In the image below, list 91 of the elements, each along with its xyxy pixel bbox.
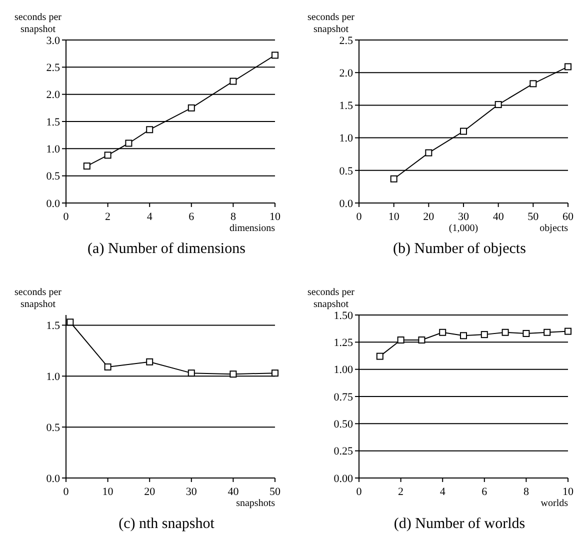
point — [425, 149, 432, 156]
x-tick-label: 4 — [146, 211, 153, 223]
x-axis-title: snapshots — [236, 498, 276, 509]
y-tick-label: 0.0 — [46, 472, 60, 485]
point — [230, 370, 237, 378]
point — [104, 363, 112, 370]
point — [397, 336, 404, 344]
point — [272, 52, 278, 59]
point — [502, 328, 509, 336]
point — [564, 63, 572, 70]
x-tick-label: 10 — [562, 486, 574, 498]
y-axis-title: seconds per snapshot — [308, 287, 356, 310]
y-tick-label: 1.50 — [334, 310, 354, 322]
x-tick-label: 8 — [230, 211, 236, 223]
point — [418, 336, 426, 344]
x-tick-label: 40 — [492, 211, 504, 223]
y-tick-label: 0.0 — [46, 198, 60, 210]
y-tick-label: 0.5 — [46, 422, 60, 434]
x-tick-label: 10 — [102, 486, 114, 498]
y-tick-label: 1.0 — [46, 370, 60, 383]
text: (1,000) — [448, 223, 478, 234]
point — [544, 328, 551, 336]
x-tick-label: 0 — [63, 486, 70, 498]
x-tick-label: 10 — [388, 211, 400, 223]
y-tick-label: 1.0 — [339, 132, 354, 145]
x-tick-label: 10 — [270, 211, 281, 223]
point — [376, 352, 384, 360]
y-tick-label: 0.50 — [334, 418, 354, 431]
y-tick-label: 3.0 — [46, 34, 60, 47]
y-tick-label: 0.00 — [334, 472, 354, 485]
point — [522, 330, 530, 337]
y-tick-label: 0.5 — [339, 165, 354, 178]
point — [66, 318, 74, 326]
y-axis-title: seconds per snapshot — [14, 12, 62, 35]
x-tick-label: 0 — [63, 211, 70, 223]
x-tick-label: 50 — [270, 486, 281, 498]
x-tick-label: 0 — [356, 486, 362, 498]
x-axis-title: dimensions — [229, 223, 276, 234]
y-tick-label: 2.0 — [46, 89, 60, 102]
point — [146, 358, 154, 366]
y-tick-label: 1.5 — [46, 320, 60, 332]
point — [564, 328, 572, 335]
y-axis-title: seconds per snapshot — [14, 287, 62, 310]
x-axis-title: objects — [540, 223, 568, 234]
y-tick-label: 0.25 — [334, 446, 354, 458]
y-tick-label: 0.75 — [334, 391, 354, 404]
x-tick-label: 2 — [398, 486, 404, 498]
point — [230, 78, 237, 85]
x-tick-label: 4 — [440, 486, 446, 498]
y-axis-title: seconds per snapshot — [308, 12, 356, 35]
point — [125, 140, 132, 147]
point — [104, 152, 112, 159]
point — [530, 80, 537, 88]
point — [460, 332, 467, 340]
y-tick-label: 1.0 — [46, 144, 60, 156]
x-axis-title: worlds — [540, 498, 568, 509]
point — [480, 331, 488, 338]
point — [83, 162, 90, 170]
point — [494, 101, 502, 108]
y-tick-label: 2.5 — [339, 34, 354, 47]
point — [390, 175, 398, 182]
x-tick-label: 40 — [228, 486, 240, 498]
y-tick-label: 1.00 — [334, 364, 354, 376]
x-tick-label: 20 — [423, 211, 435, 223]
y-tick-label: 1.25 — [334, 337, 354, 350]
x-tick-label: 0 — [356, 211, 362, 223]
point — [188, 104, 195, 112]
x-tick-label: 2 — [105, 211, 111, 223]
text: (d) Number of worlds — [394, 516, 526, 532]
point — [146, 126, 154, 134]
y-tick-label: 1.5 — [46, 116, 60, 128]
x-tick-label: 60 — [562, 211, 574, 223]
y-tick-label: 2.0 — [339, 67, 354, 80]
y-tick-label: 1.5 — [339, 100, 354, 112]
x-tick-label: 50 — [528, 211, 540, 223]
x-tick-label: 6 — [188, 211, 195, 223]
x-tick-label: 8 — [523, 486, 530, 498]
y-tick-label: 0.5 — [46, 170, 60, 183]
x-tick-label: 30 — [186, 486, 198, 498]
text: (b) Number of objects — [393, 241, 526, 257]
x-tick-label: 20 — [144, 486, 156, 498]
point — [272, 370, 278, 377]
y-tick-label: 2.5 — [46, 62, 60, 74]
text: (a) Number of dimensions — [88, 241, 246, 257]
text: (c) nth snapshot — [118, 516, 216, 532]
point — [439, 328, 446, 336]
point — [188, 370, 195, 377]
y-tick-label: 0.0 — [339, 198, 354, 210]
point — [460, 128, 467, 135]
x-tick-label: 30 — [458, 211, 470, 223]
x-tick-label: 6 — [482, 486, 488, 498]
